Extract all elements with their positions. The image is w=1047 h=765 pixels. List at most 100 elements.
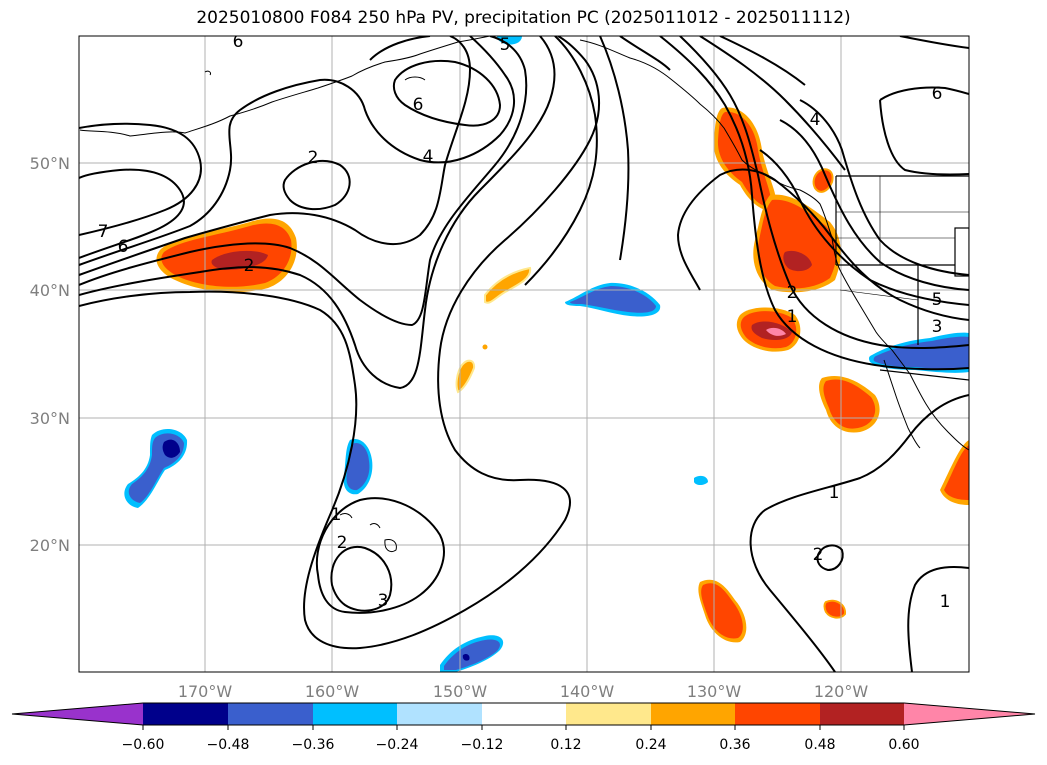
precip-area xyxy=(766,327,786,336)
precip-area xyxy=(812,168,834,193)
contour-label: 6 xyxy=(118,237,129,257)
contour-label: 6 xyxy=(932,84,943,104)
contour-label: 4 xyxy=(810,110,821,130)
border-line xyxy=(954,227,969,277)
lon-label: 170°W xyxy=(178,682,233,701)
pv-contour-line xyxy=(879,86,969,101)
colorbar-tick-label: 0.48 xyxy=(804,737,835,753)
colorbar-tick-label: −0.48 xyxy=(207,737,250,753)
precip-area xyxy=(484,266,532,304)
pv-contour-line xyxy=(79,36,556,390)
pv-contour-line xyxy=(79,122,202,236)
pv-contour-line xyxy=(816,544,844,572)
contour-label: 2 xyxy=(337,533,348,553)
colorbar-tick-label: 0.24 xyxy=(635,737,666,753)
lon-label: 140°W xyxy=(560,682,615,701)
state-borders xyxy=(836,176,969,301)
contour-label: 1 xyxy=(829,483,840,503)
pv-contour-line xyxy=(282,160,351,211)
contour-label: 1 xyxy=(331,505,342,525)
map-title: 2025010800 F084 250 hPa PV, precipitatio… xyxy=(196,8,851,28)
contour-label: 5 xyxy=(500,35,511,55)
contour-label: 1 xyxy=(787,307,798,327)
lat-label: 50°N xyxy=(30,154,70,173)
colorbar-tick-label: 0.60 xyxy=(888,737,919,753)
contour-label: 3 xyxy=(378,591,389,611)
map-plot-area: 6 5 6 4 7 6 2 2 4 6 5 3 1 2 2 1 3 1 2 1 xyxy=(79,35,969,672)
contour-label: 2 xyxy=(787,283,798,303)
pv-contour-line xyxy=(330,545,393,612)
colorbar-tick-label: −0.24 xyxy=(376,737,419,753)
colorbar-tick-label: −0.60 xyxy=(122,737,165,753)
precip-area xyxy=(482,344,488,350)
colorbar-swatch xyxy=(313,703,397,725)
colorbar-swatch xyxy=(143,703,228,725)
pv-contour-line xyxy=(779,119,969,291)
pv-contours xyxy=(79,36,969,672)
pv-contour-line xyxy=(79,36,528,327)
pv-contour-line xyxy=(759,149,969,306)
precip-area xyxy=(717,111,771,207)
lat-label: 40°N xyxy=(30,281,70,300)
contour-label: 7 xyxy=(98,222,109,242)
precip-area xyxy=(211,250,268,270)
lat-label: 20°N xyxy=(30,536,70,555)
pv-contour-line xyxy=(907,565,969,672)
pv-contour-line xyxy=(676,168,969,321)
precip-area xyxy=(497,36,522,45)
precip-area xyxy=(694,475,708,485)
pv-contour-line xyxy=(799,99,969,276)
colorbar-swatch xyxy=(228,703,313,725)
colorbar-swatch xyxy=(651,703,735,725)
lon-label: 120°W xyxy=(814,682,869,701)
contour-label: 5 xyxy=(932,290,943,310)
precip-area xyxy=(823,379,876,429)
precip-area xyxy=(873,336,969,370)
colorbar-swatch xyxy=(566,703,651,725)
pv-contour-line xyxy=(699,36,846,171)
contour-label: 2 xyxy=(244,256,255,276)
pv-contour-line xyxy=(619,36,671,71)
pv-contour-line xyxy=(392,59,502,127)
colorbar-tick-label: 0.12 xyxy=(550,737,581,753)
lon-label: 160°W xyxy=(305,682,360,701)
map-frame xyxy=(78,35,970,673)
colorbar-swatch xyxy=(820,703,904,725)
colorbar-swatch xyxy=(397,703,482,725)
pv-contour-line xyxy=(659,36,969,371)
pv-contour-line xyxy=(719,36,806,86)
coastlines xyxy=(79,36,969,553)
colorbar-extend-min xyxy=(12,703,143,725)
coastline xyxy=(339,513,397,553)
pv-contour-line xyxy=(899,36,969,49)
precip-area xyxy=(444,639,500,670)
coastline xyxy=(883,359,921,449)
graticule xyxy=(79,36,969,672)
latitude-labels: 50°N 40°N 30°N 20°N xyxy=(30,154,70,555)
colorbar-tick-label: 0.36 xyxy=(719,737,750,753)
precip-area xyxy=(757,199,837,289)
coastline xyxy=(204,70,426,81)
pv-contour-line xyxy=(749,394,969,672)
coastline xyxy=(79,36,491,137)
contour-label: 2 xyxy=(308,148,319,168)
contour-label: 4 xyxy=(423,147,434,167)
pv-contour-line xyxy=(79,36,601,650)
contour-labels: 6 5 6 4 7 6 2 2 4 6 5 3 1 2 2 1 3 1 2 1 xyxy=(98,35,951,612)
precip-area xyxy=(823,599,847,619)
precip-area xyxy=(455,359,476,394)
precip-area xyxy=(462,653,470,661)
lon-label: 130°W xyxy=(687,682,742,701)
colorbar-extend-max xyxy=(904,703,1035,725)
colorbar-tick-label: −0.12 xyxy=(461,737,504,753)
pv-contour-line xyxy=(369,36,598,286)
contour-label: 1 xyxy=(940,592,951,612)
border-line xyxy=(879,369,969,381)
country-borders xyxy=(835,175,969,381)
pv-contour-line xyxy=(79,36,472,276)
contour-label: 6 xyxy=(413,95,424,115)
precip-area xyxy=(944,445,969,500)
pv-contour-line xyxy=(879,99,969,176)
pv-contour-line xyxy=(315,497,445,614)
